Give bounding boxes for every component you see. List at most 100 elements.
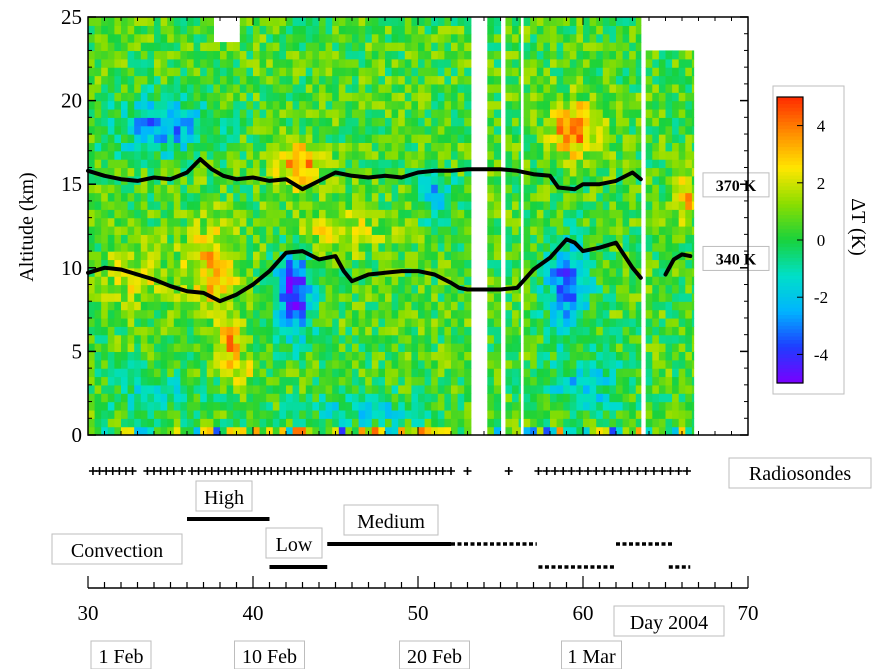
colorbar-band bbox=[777, 268, 803, 273]
heatmap-cell bbox=[536, 134, 544, 143]
heatmap-cell bbox=[523, 42, 531, 52]
heatmap-cell bbox=[678, 209, 686, 219]
heatmap-cell bbox=[88, 326, 96, 336]
heatmap-cell bbox=[325, 50, 333, 60]
heatmap-cell bbox=[94, 58, 102, 68]
heatmap-cell bbox=[635, 284, 642, 294]
heatmap-cell bbox=[685, 309, 693, 319]
heatmap-cell bbox=[678, 259, 686, 269]
heatmap-cell bbox=[253, 150, 261, 160]
heatmap-cell bbox=[160, 368, 168, 378]
heatmap-cell bbox=[665, 217, 673, 227]
heatmap-cell bbox=[665, 334, 673, 344]
heatmap-cell bbox=[404, 209, 412, 219]
heatmap-cell bbox=[523, 100, 531, 110]
heatmap-cell bbox=[665, 117, 673, 127]
heatmap-cell bbox=[266, 234, 274, 244]
heatmap-cell bbox=[518, 42, 521, 52]
heatmap-cell bbox=[518, 209, 521, 219]
heatmap-cell bbox=[391, 159, 399, 169]
heatmap-cell bbox=[332, 276, 340, 286]
heatmap-cell bbox=[609, 251, 617, 261]
isentrope-line-340k bbox=[663, 252, 693, 277]
heatmap-cell bbox=[365, 67, 373, 77]
heatmap-cell bbox=[609, 150, 617, 160]
heatmap-cell bbox=[563, 50, 571, 60]
heatmap-cell bbox=[121, 67, 129, 77]
colorbar-band bbox=[777, 261, 803, 266]
heatmap-cell bbox=[596, 100, 604, 110]
heatmap-cell bbox=[457, 125, 465, 135]
colorbar-band bbox=[777, 336, 803, 341]
heatmap-cell bbox=[173, 200, 181, 210]
heatmap-cell bbox=[239, 384, 247, 394]
heatmap-cell bbox=[127, 368, 135, 378]
heatmap-cell bbox=[424, 33, 432, 43]
heatmap-cell bbox=[365, 259, 373, 269]
heatmap-cell bbox=[127, 226, 135, 235]
heatmap-cell bbox=[160, 108, 168, 118]
heatmap-cell bbox=[487, 251, 495, 261]
heatmap-cell bbox=[338, 259, 346, 269]
heatmap-cell bbox=[239, 75, 247, 85]
heatmap-cell bbox=[424, 251, 432, 261]
heatmap-cell bbox=[672, 242, 680, 252]
heatmap-cell bbox=[602, 309, 610, 319]
heatmap-cell bbox=[286, 25, 294, 35]
heatmap-cell bbox=[292, 33, 300, 43]
heatmap-cell bbox=[325, 25, 333, 35]
heatmap-cell bbox=[226, 58, 234, 68]
heatmap-cell bbox=[411, 251, 419, 261]
heatmap-cell bbox=[193, 234, 201, 244]
heatmap-cell bbox=[233, 50, 241, 60]
heatmap-cell bbox=[635, 58, 642, 68]
heatmap-cell bbox=[371, 100, 379, 110]
heatmap-cell bbox=[616, 58, 624, 68]
heatmap-cell bbox=[167, 159, 175, 169]
heatmap-cell bbox=[536, 284, 544, 294]
heatmap-cell bbox=[645, 209, 653, 219]
heatmap-cell bbox=[167, 334, 175, 344]
heatmap-cell bbox=[685, 292, 693, 302]
heatmap-cell bbox=[678, 142, 686, 152]
heatmap-cell bbox=[101, 343, 109, 352]
heatmap-cell bbox=[411, 142, 419, 152]
heatmap-cell bbox=[134, 259, 142, 269]
heatmap-cell bbox=[658, 267, 667, 277]
heatmap-cell bbox=[253, 83, 261, 93]
heatmap-cell bbox=[358, 117, 366, 127]
heatmap-cell bbox=[154, 301, 162, 311]
heatmap-cell bbox=[576, 259, 584, 269]
heatmap-cell bbox=[319, 125, 327, 135]
heatmap-cell bbox=[444, 100, 452, 110]
heatmap-cell bbox=[487, 368, 495, 378]
heatmap-cell bbox=[127, 301, 135, 311]
heatmap-cell bbox=[239, 209, 247, 219]
heatmap-cell bbox=[213, 276, 221, 286]
heatmap-cell bbox=[180, 75, 188, 85]
heatmap-cell bbox=[424, 200, 432, 210]
heatmap-cell bbox=[487, 117, 495, 127]
heatmap-cell bbox=[665, 83, 673, 93]
heatmap-cell bbox=[569, 67, 577, 77]
heatmap-cell bbox=[629, 384, 637, 394]
heatmap-cell bbox=[609, 58, 617, 68]
heatmap-cell bbox=[345, 409, 353, 419]
heatmap-cell bbox=[325, 134, 333, 143]
heatmap-cell bbox=[121, 159, 129, 169]
heatmap-cell bbox=[365, 209, 373, 219]
heatmap-cell bbox=[635, 67, 642, 77]
heatmap-cell bbox=[583, 351, 591, 361]
colorbar-band bbox=[777, 325, 803, 330]
heatmap-cell bbox=[404, 409, 412, 419]
heatmap-cell bbox=[530, 251, 538, 261]
heatmap-cell bbox=[180, 226, 188, 235]
heatmap-cell bbox=[94, 125, 102, 135]
heatmap-cell bbox=[622, 150, 630, 160]
heatmap-cell bbox=[140, 351, 148, 361]
heatmap-cell bbox=[286, 67, 294, 77]
heatmap-cell bbox=[589, 418, 597, 428]
heatmap-cell bbox=[200, 33, 208, 43]
heatmap-cell bbox=[140, 167, 148, 177]
heatmap-cell bbox=[325, 343, 333, 352]
